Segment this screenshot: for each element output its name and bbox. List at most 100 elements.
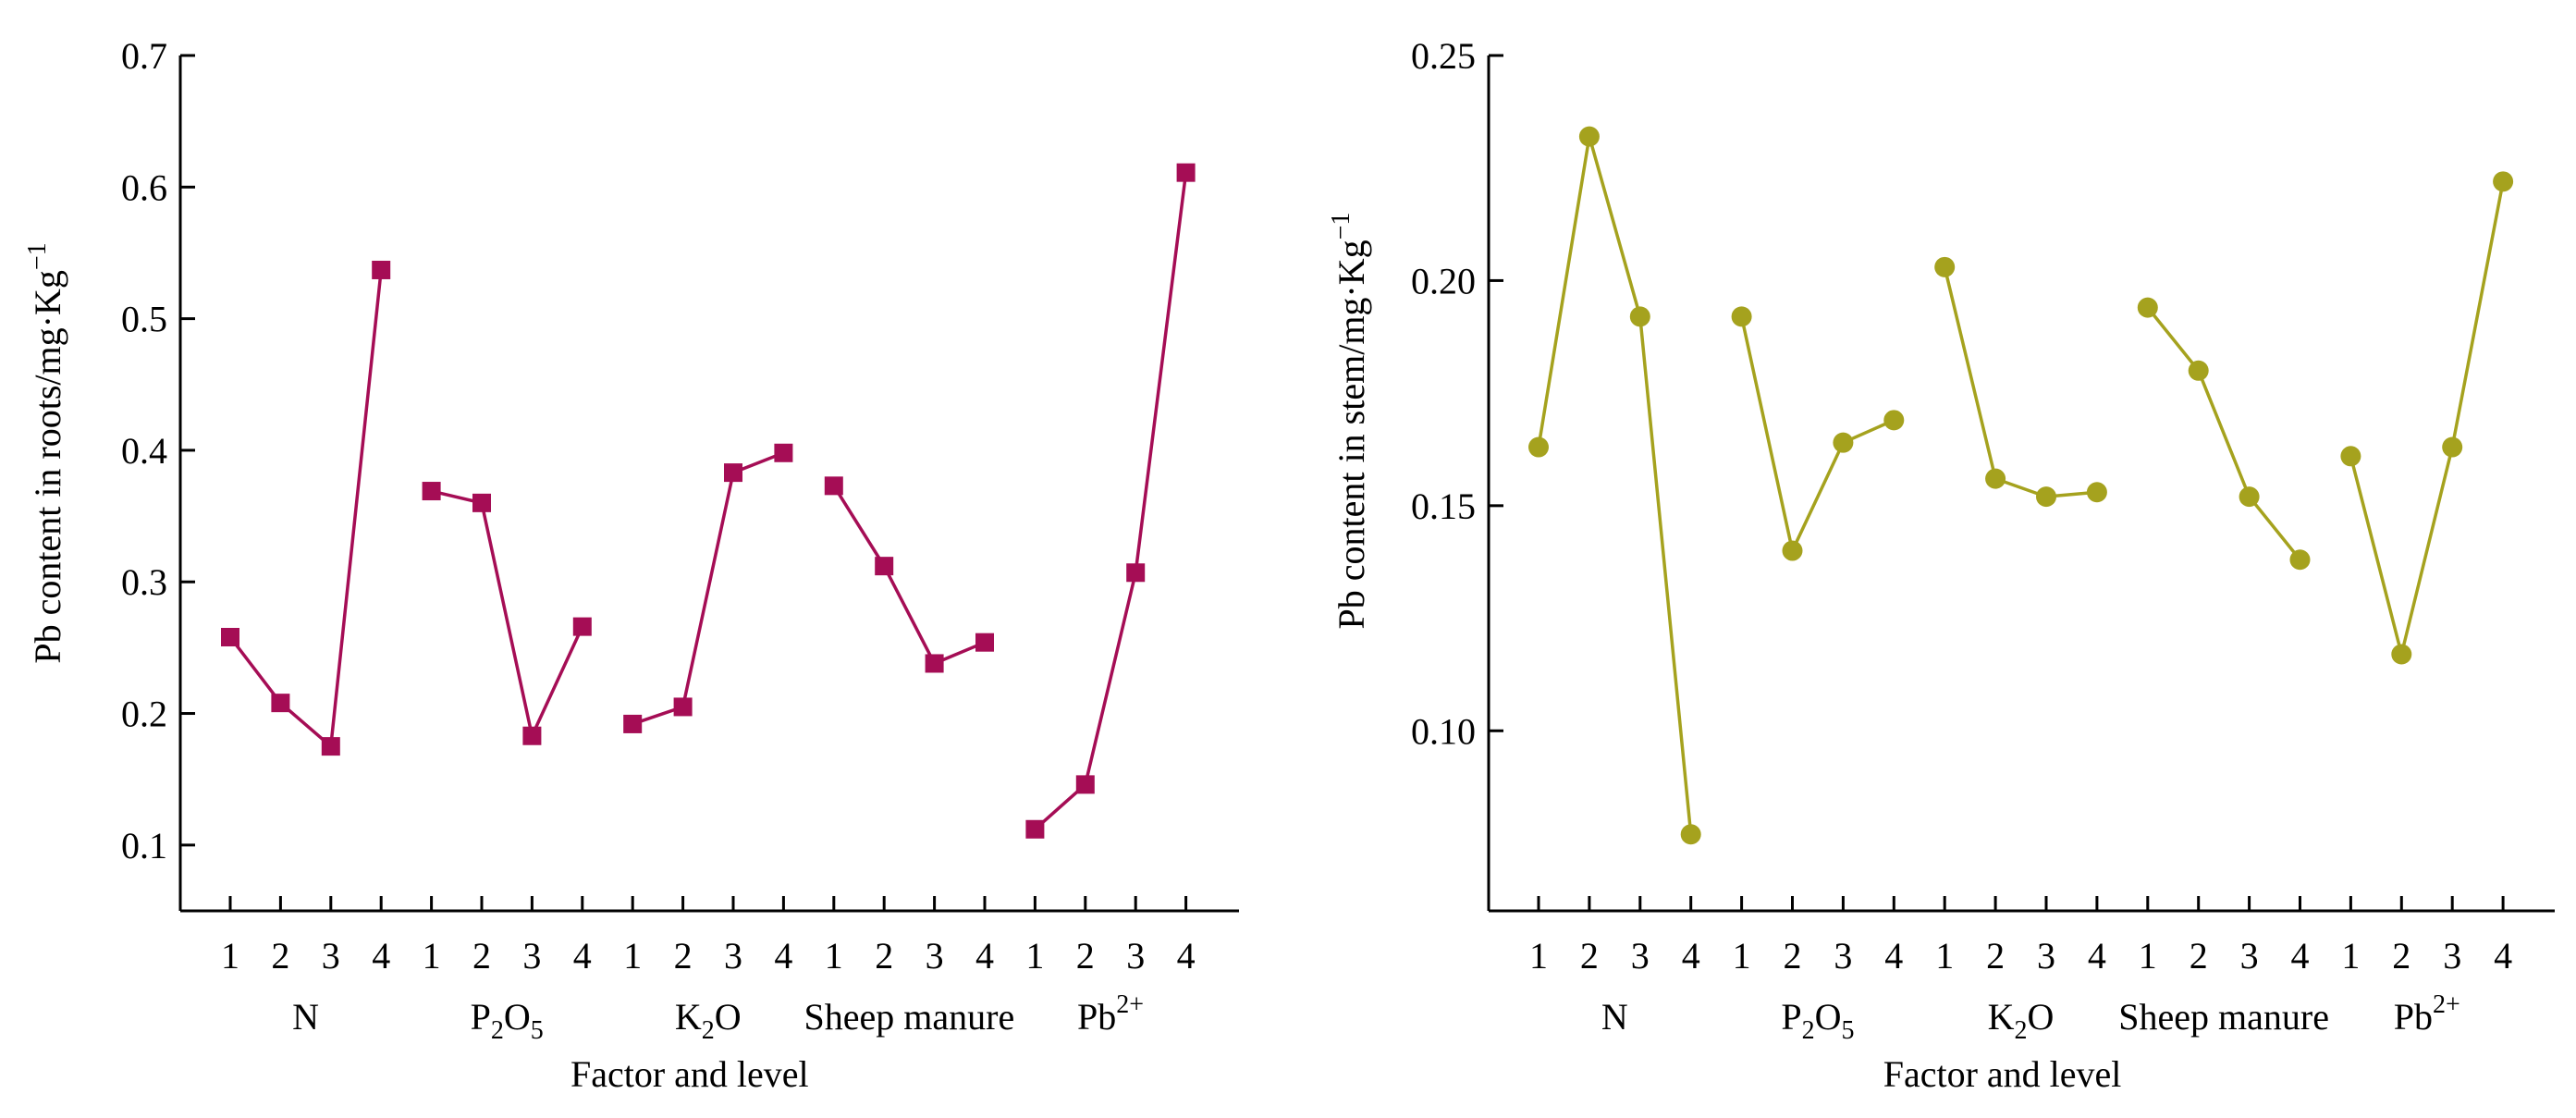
data-point xyxy=(1731,306,1752,327)
data-point xyxy=(422,482,441,501)
x-tick-label: 4 xyxy=(372,935,390,977)
x-tick-label: 3 xyxy=(1834,935,1852,977)
x-tick-label: 4 xyxy=(1177,935,1196,977)
roots-chart-panel: 0.1 0.2 0.3 0.4 0.5 0.6 0.7 Pb content in roots… xyxy=(23,35,1239,1095)
data-point xyxy=(623,714,643,733)
factor-group-label: K2O xyxy=(1988,996,2055,1045)
series-line-segment xyxy=(832,485,986,666)
factor-group-label: P2O5 xyxy=(471,996,544,1045)
data-point xyxy=(472,493,491,512)
x-tick-label: 2 xyxy=(2392,935,2410,977)
series-line-segment xyxy=(431,489,584,742)
data-point xyxy=(1985,468,2006,489)
y-tick-label: 0.4 xyxy=(121,430,167,472)
data-point xyxy=(1025,819,1045,839)
factor-group-label: N xyxy=(1601,996,1628,1038)
data-point xyxy=(321,737,340,756)
x-axis-title: Factor and level xyxy=(570,1053,809,1095)
x-tick-label: 3 xyxy=(724,935,742,977)
x-tick-label: 3 xyxy=(2240,935,2259,977)
factor-group-label: Pb2+ xyxy=(1077,990,1144,1038)
x-tick-label: 2 xyxy=(674,935,693,977)
x-tick-label: 3 xyxy=(1126,935,1145,977)
x-tick-label: 1 xyxy=(423,935,441,977)
data-point xyxy=(1934,256,1956,277)
x-tick-label: 4 xyxy=(2088,935,2106,977)
x-tick-label: 2 xyxy=(271,935,289,977)
x-tick-label: 4 xyxy=(1682,935,1700,977)
x-tick-label: 4 xyxy=(975,935,994,977)
series-line-segment xyxy=(1943,266,2098,498)
x-tick-label: 1 xyxy=(825,935,843,977)
data-point xyxy=(925,654,944,673)
data-point xyxy=(522,726,542,745)
data-point xyxy=(2493,171,2514,192)
data-point xyxy=(1680,824,1701,845)
factor-group-label: K2O xyxy=(675,996,742,1045)
x-tick-label: 1 xyxy=(1529,935,1548,977)
y-tick-label: 0.20 xyxy=(1411,260,1476,301)
series-line-segment xyxy=(228,269,383,750)
x-tick-label: 3 xyxy=(522,935,541,977)
series-line-segment xyxy=(1739,315,1895,556)
factor-group-label: Sheep manure xyxy=(804,996,1015,1038)
data-point xyxy=(975,633,994,652)
data-point xyxy=(1833,432,1854,453)
x-tick-label: 4 xyxy=(1884,935,1903,977)
y-tick-label: 0.7 xyxy=(121,35,167,77)
series-line-segment xyxy=(632,451,785,726)
series-line-segment xyxy=(2146,306,2301,561)
x-tick-label: 1 xyxy=(2139,935,2157,977)
data-point xyxy=(824,476,843,496)
data-point xyxy=(271,694,290,713)
data-point xyxy=(2036,486,2056,508)
data-point xyxy=(1528,436,1549,458)
data-point xyxy=(673,697,693,717)
x-tick-label: 1 xyxy=(1025,935,1044,977)
data-point xyxy=(1578,126,1600,147)
x-tick-label: 2 xyxy=(1784,935,1802,977)
x-tick-label: 3 xyxy=(926,935,944,977)
x-tick-label: 1 xyxy=(2341,935,2360,977)
data-point xyxy=(724,463,742,483)
x-axis-title: Factor and level xyxy=(1883,1053,2122,1095)
x-tick-label: 2 xyxy=(1580,935,1599,977)
y-axis-title: Pb content in roots/mg·Kg−1 xyxy=(23,242,68,663)
x-tick-label: 2 xyxy=(875,935,893,977)
data-point xyxy=(372,260,391,279)
data-point xyxy=(1883,410,1905,431)
data-point xyxy=(774,443,793,462)
series-line-segment xyxy=(2349,180,2505,655)
y-tick-label: 0.1 xyxy=(121,825,167,866)
data-point xyxy=(2086,482,2107,503)
factor-group-label: N xyxy=(292,996,319,1038)
data-point xyxy=(572,617,592,636)
x-tick-label: 1 xyxy=(1935,935,1954,977)
data-point xyxy=(2340,446,2361,467)
x-tick-label: 3 xyxy=(1631,935,1650,977)
data-point xyxy=(875,557,894,576)
data-point xyxy=(2442,436,2463,458)
data-point xyxy=(2239,486,2260,508)
x-tick-label: 4 xyxy=(2494,935,2512,977)
factor-group-label: P2O5 xyxy=(1781,996,1854,1045)
y-axis-title: Pb content in stem/mg·Kg−1 xyxy=(1327,213,1372,630)
data-point xyxy=(1629,306,1650,327)
x-tick-label: 1 xyxy=(623,935,642,977)
data-point xyxy=(1075,775,1095,794)
data-point xyxy=(1782,540,1803,561)
x-tick-label: 4 xyxy=(573,935,592,977)
x-tick-label: 2 xyxy=(2190,935,2208,977)
data-point xyxy=(2188,360,2209,381)
data-point xyxy=(2289,549,2311,571)
x-tick-label: 3 xyxy=(322,935,340,977)
y-tick-label: 0.3 xyxy=(121,561,167,603)
y-tick-label: 0.2 xyxy=(121,694,167,735)
x-tick-label: 2 xyxy=(1076,935,1095,977)
x-tick-label: 1 xyxy=(221,935,239,977)
x-tick-label: 4 xyxy=(774,935,792,977)
y-tick-label: 0.15 xyxy=(1411,485,1476,527)
factor-group-label: Sheep manure xyxy=(2118,996,2329,1038)
